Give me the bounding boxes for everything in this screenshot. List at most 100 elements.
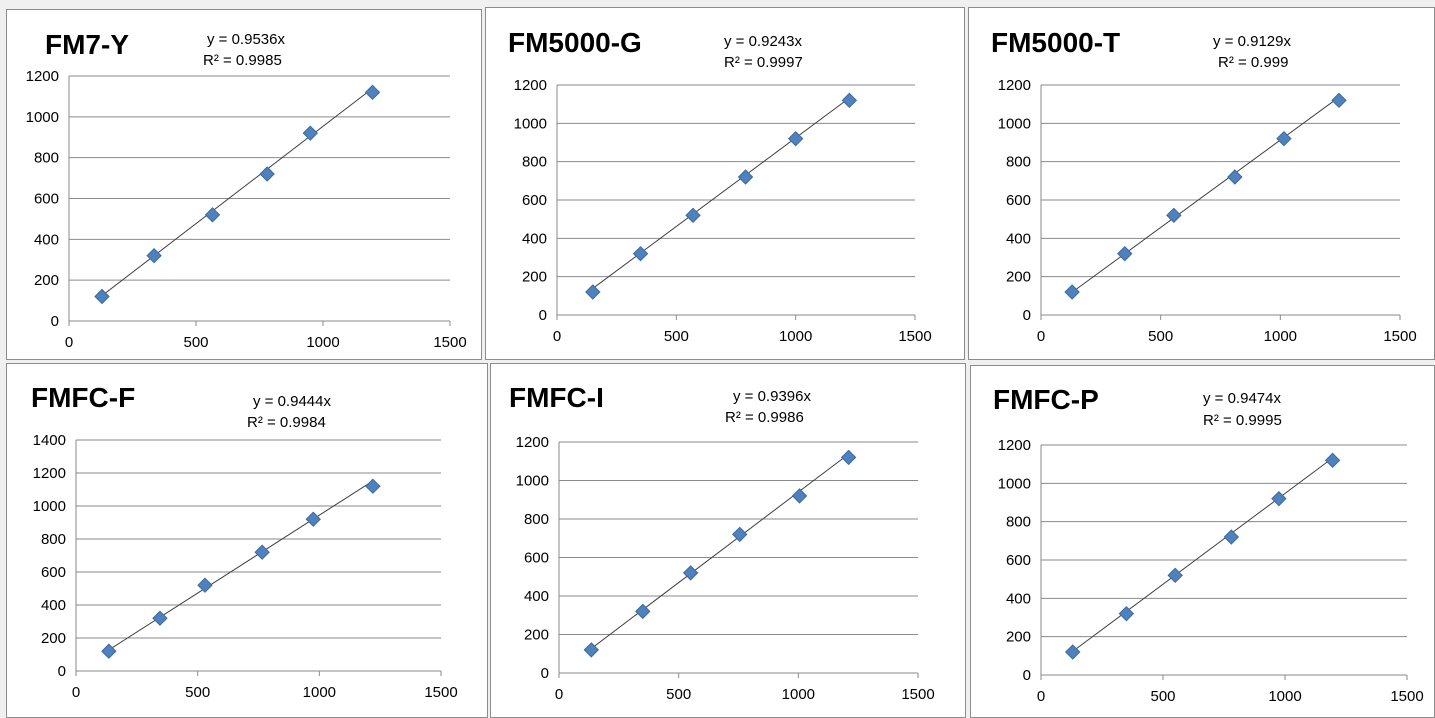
data-point: [791, 488, 808, 504]
x-tick-label: 1500: [898, 328, 931, 345]
y-tick-label: 200: [34, 272, 59, 289]
y-tick-label: 200: [41, 630, 66, 647]
x-tick-label: 1000: [303, 684, 336, 701]
y-tick-label: 600: [524, 550, 549, 567]
y-tick-label: 1000: [33, 498, 66, 515]
trendline: [592, 97, 850, 289]
data-point: [364, 84, 381, 101]
chart-panel-fm7-y: FM7-Y y = 0.9536x R² = 0.9985 0 500 1000 15…: [6, 9, 482, 360]
data-point: [1324, 452, 1341, 469]
data-point: [1117, 245, 1133, 262]
data-point: [1065, 644, 1081, 660]
chart-panel-fm5000-g: FM5000-G y = 0.9243x R² = 0.9997 0 500 100…: [485, 7, 965, 360]
chart-title: FMFC-F: [31, 382, 135, 413]
data-point: [682, 565, 699, 581]
y-tick-label: 0: [58, 663, 66, 680]
x-tick-label: 500: [664, 328, 689, 345]
y-tick-labels: 0 200 400 600 800 1000 1200: [998, 437, 1031, 684]
data-point: [146, 247, 162, 264]
data-points: [1065, 452, 1341, 660]
data-point: [635, 603, 651, 620]
y-tick-label: 800: [34, 150, 59, 167]
data-point: [101, 643, 117, 659]
y-tick-label: 1200: [998, 77, 1031, 94]
chart-title: FMFC-P: [993, 384, 1099, 415]
y-tick-label: 600: [34, 191, 59, 208]
y-tick-label: 400: [34, 231, 59, 248]
x-tick-label: 500: [183, 334, 208, 351]
data-point: [1276, 130, 1292, 147]
y-tick-label: 400: [522, 230, 547, 247]
x-tick-labels: 0 500 1000 1500: [555, 686, 935, 703]
data-point: [1064, 284, 1080, 300]
data-point: [1227, 169, 1243, 185]
r-squared-label: R² = 0.9984: [247, 414, 326, 431]
y-tick-labels: 0 200 400 600 800 1000 1200 1400: [33, 432, 66, 680]
data-point: [1118, 605, 1135, 622]
y-tick-label: 600: [41, 564, 66, 581]
y-tick-label: 800: [522, 154, 547, 171]
trendline-equation: y = 0.9129x: [1213, 33, 1291, 50]
x-tick-label: 0: [555, 686, 563, 703]
chart-title: FM5000-G: [508, 27, 642, 58]
x-tick-label: 500: [1150, 688, 1175, 705]
chart-panel-fmfc-f: FMFC-F y = 0.9444x R² = 0.9984 0 500 1000 1…: [6, 363, 488, 718]
x-tick-label: 500: [1148, 328, 1173, 345]
chart-panel-fmfc-p: FMFC-P y = 0.9474x R² = 0.9995 0 500 1000 1…: [970, 365, 1435, 718]
data-point: [583, 642, 600, 658]
y-tick-label: 1000: [516, 473, 549, 490]
gridlines: [1040, 444, 1408, 680]
data-point: [365, 478, 381, 494]
r-squared-label: R² = 0.9995: [1203, 412, 1282, 429]
gridlines: [68, 75, 451, 326]
y-tick-label: 200: [524, 627, 549, 644]
data-point: [1166, 207, 1182, 224]
trendline-equation: y = 0.9243x: [724, 33, 802, 50]
data-point: [1167, 567, 1183, 584]
y-tick-label: 0: [1023, 667, 1031, 684]
data-point: [302, 125, 319, 141]
data-points: [1064, 92, 1347, 300]
x-tick-label: 0: [1037, 688, 1045, 705]
trendline-equation: y = 0.9536x: [207, 31, 285, 48]
data-point: [204, 207, 221, 223]
chart-title: FM5000-T: [991, 27, 1120, 58]
x-tick-labels: 0 500 1000 1500: [553, 328, 932, 345]
y-tick-label: 600: [1006, 552, 1031, 569]
trendline-equation: y = 0.9444x: [253, 393, 331, 410]
x-tick-label: 1500: [1383, 328, 1416, 345]
data-points: [583, 449, 857, 658]
x-tick-label: 0: [65, 334, 73, 351]
y-tick-label: 0: [539, 307, 547, 324]
chart-svg: FMFC-I y = 0.9396x R² = 0.9986 0 500 1000 1…: [509, 382, 935, 703]
x-tick-label: 1000: [779, 328, 812, 345]
data-point: [1223, 529, 1240, 545]
x-tick-label: 1500: [1390, 688, 1423, 705]
data-point: [259, 166, 275, 182]
chart-title: FM7-Y: [45, 29, 129, 60]
gridlines: [1040, 84, 1401, 320]
data-point: [632, 245, 649, 262]
trendline-layer: [101, 87, 373, 297]
x-tick-labels: 0 500 1000 1500: [1037, 688, 1424, 705]
gridlines: [558, 441, 919, 678]
chart-panel-fmfc-i: FMFC-I y = 0.9396x R² = 0.9986 0 500 1000 1…: [490, 363, 966, 718]
y-tick-label: 1200: [998, 437, 1031, 454]
y-tick-label: 1000: [514, 115, 547, 132]
x-tick-labels: 0 500 1000 1500: [72, 684, 458, 701]
y-tick-label: 1000: [26, 109, 59, 126]
data-point: [197, 577, 213, 593]
y-tick-label: 1000: [998, 115, 1031, 132]
y-tick-label: 1400: [33, 432, 66, 449]
x-tick-label: 500: [185, 684, 210, 701]
x-tick-label: 1000: [1264, 328, 1297, 345]
y-tick-label: 200: [1006, 269, 1031, 286]
y-tick-label: 1200: [26, 68, 59, 85]
y-tick-label: 0: [51, 313, 59, 330]
trendline-layer: [108, 480, 374, 651]
y-tick-label: 200: [1006, 629, 1031, 646]
data-point: [685, 207, 701, 224]
data-points: [101, 478, 381, 659]
y-tick-labels: 0 200 400 600 800 1000 1200: [26, 68, 59, 330]
data-point: [840, 449, 857, 466]
